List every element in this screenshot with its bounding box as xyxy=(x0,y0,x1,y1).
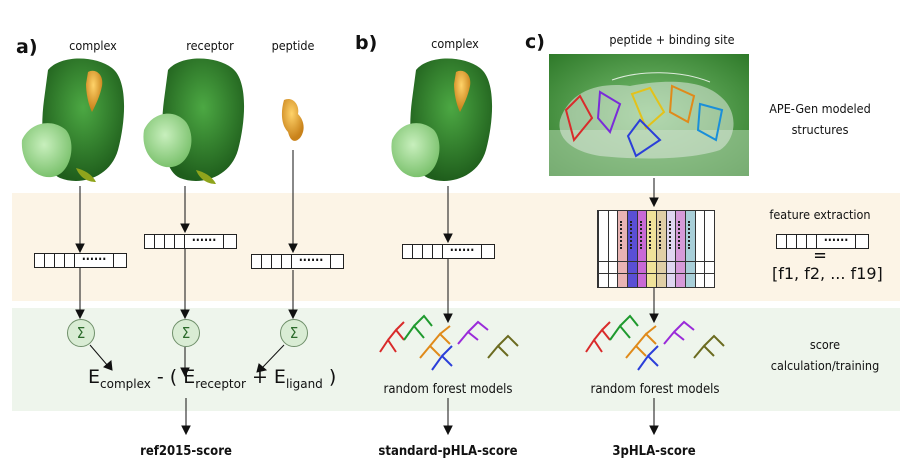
peptide-structure-a xyxy=(281,98,304,141)
side-score-line1: score xyxy=(809,337,841,352)
panel-label-c: c) xyxy=(525,31,545,53)
feature-matrix-column xyxy=(704,211,715,287)
feature-matrix xyxy=(597,210,715,288)
receptor-structure-a xyxy=(143,58,245,184)
panel-label-b: b) xyxy=(355,32,378,54)
side-modeled-line2: structures xyxy=(791,122,849,137)
result-standard-phla-score: standard-pHLA-score xyxy=(378,444,518,459)
energy-equation: Ecomplex - ( Ereceptor + Eligand ) xyxy=(88,366,336,391)
side-label-feature-extraction: feature extraction xyxy=(769,207,871,222)
header-c-binding-site: peptide + binding site xyxy=(609,32,735,47)
eq-e-complex: E xyxy=(88,366,101,388)
side-label-modeled-structures: APE-Gen modeled structures xyxy=(760,98,880,140)
eq-e-receptor: E xyxy=(183,366,196,388)
feature-matrix-column xyxy=(685,211,695,287)
header-a-receptor: receptor xyxy=(186,38,234,53)
eq-sub-complex: complex xyxy=(100,376,151,391)
side-label-equals: = xyxy=(813,245,827,266)
binding-site-image-c xyxy=(549,54,749,176)
header-a-peptide: peptide xyxy=(271,38,315,53)
feature-vector-peptide: ...... xyxy=(251,254,344,269)
result-ref2015-score: ref2015-score xyxy=(140,444,232,459)
complex-structure-b xyxy=(391,58,493,181)
eq-plus: + xyxy=(245,366,274,388)
random-forest-trees-b xyxy=(379,314,519,371)
feature-matrix-columns xyxy=(598,211,715,287)
sum-symbol-complex: Σ xyxy=(67,319,95,347)
feature-vector-legend: ...... xyxy=(776,234,869,249)
eq-close: ) xyxy=(322,366,337,388)
feature-matrix-column xyxy=(646,211,657,287)
eq-sub-ligand: ligand xyxy=(285,376,323,391)
feature-vector-b: ...... xyxy=(402,244,495,259)
panel-label-a: a) xyxy=(16,36,38,58)
feature-matrix-column xyxy=(617,211,628,287)
eq-minus: - ( xyxy=(150,366,184,388)
sum-symbol-peptide: Σ xyxy=(280,319,308,347)
arrows xyxy=(75,150,659,436)
feature-matrix-column xyxy=(627,211,637,287)
eq-sub-receptor: receptor xyxy=(195,376,246,391)
feature-vector-complex: ...... xyxy=(34,253,127,268)
random-forest-label-c: random forest models xyxy=(590,382,720,397)
random-forest-label-b: random forest models xyxy=(383,382,513,397)
side-label-feature-list: [f1, f2, ... f19] xyxy=(772,264,883,283)
score-calculation-band xyxy=(12,308,900,411)
side-score-line2: calculation/training xyxy=(770,358,880,373)
result-3phla-score: 3pHLA-score xyxy=(612,444,696,459)
feature-matrix-column xyxy=(607,211,618,287)
feature-matrix-column xyxy=(694,211,705,287)
side-modeled-line1: APE-Gen modeled xyxy=(769,101,871,116)
feature-vector-receptor: ...... xyxy=(144,234,237,249)
feature-matrix-column xyxy=(675,211,686,287)
eq-e-ligand: E xyxy=(273,366,286,388)
header-b-complex: complex xyxy=(431,36,479,51)
feature-matrix-column xyxy=(636,211,647,287)
sum-symbol-receptor: Σ xyxy=(172,319,200,347)
feature-matrix-column xyxy=(598,211,608,287)
side-label-score-calculation: score calculation/training xyxy=(760,334,890,376)
complex-structure-a xyxy=(21,58,125,182)
random-forest-trees-c xyxy=(585,314,725,371)
header-a-complex: complex xyxy=(69,38,117,53)
feature-matrix-column xyxy=(665,211,676,287)
feature-matrix-column xyxy=(656,211,666,287)
